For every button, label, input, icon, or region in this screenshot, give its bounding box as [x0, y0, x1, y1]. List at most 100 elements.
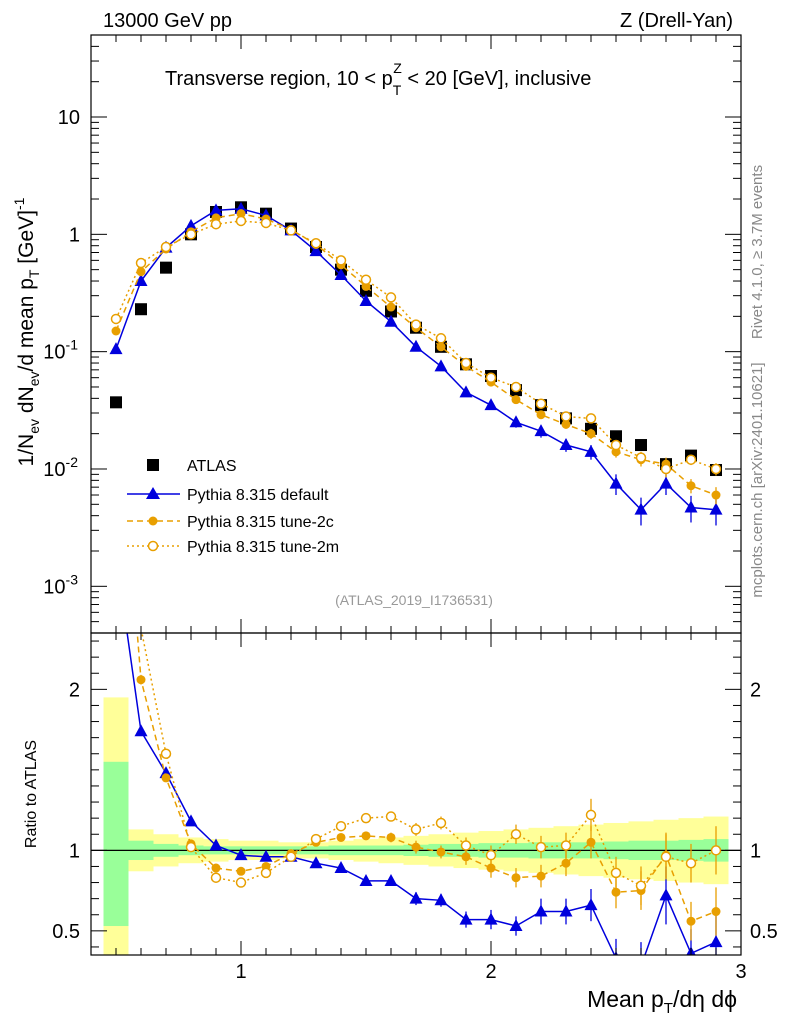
- ratio-point-pythia-8-315-default: [259, 849, 273, 862]
- ratio-point-pythia-8-315-tune-2c: [511, 873, 521, 883]
- data-point-pythia-8-315-tune-2m: [635, 452, 647, 463]
- data-point-pythia-8-315-tune-2m: [560, 411, 572, 422]
- ratio-point-pythia-8-315-default: [484, 912, 498, 925]
- data-point-pythia-8-315-tune-2c: [136, 267, 146, 277]
- data-point-pythia-8-315-tune-2c: [436, 342, 446, 352]
- legend-marker-atlas: [147, 459, 159, 471]
- data-point-pythia-8-315-tune-2m: [310, 237, 322, 249]
- data-point-pythia-8-315-default: [359, 294, 373, 307]
- ratio-point-pythia-8-315-tune-2m: [210, 872, 222, 883]
- data-point-pythia-8-315-tune-2m: [710, 463, 722, 475]
- ratio-point-pythia-8-315-tune-2m: [685, 857, 697, 869]
- rivet-version-label: Rivet 4.1.0, ≥ 3.7M events: [749, 165, 766, 339]
- data-point-pythia-8-315-tune-2m: [260, 217, 272, 229]
- data-point-pythia-8-315-default: [634, 502, 648, 515]
- y-tick-label-main: 10-1: [43, 337, 78, 364]
- ratio-point-pythia-8-315-default: [459, 912, 473, 925]
- y-tick-label-ratio: 2: [69, 679, 80, 701]
- legend-label-atlas: ATLAS: [187, 458, 237, 475]
- y-tick-label-main: 10: [58, 107, 80, 129]
- ratio-plot-content: [126, 633, 723, 955]
- ratio-point-pythia-8-315-tune-2c: [611, 887, 621, 897]
- ratio-point-pythia-8-315-default: [384, 873, 398, 886]
- header-left-label: 13000 GeV pp: [103, 10, 232, 32]
- ratio-point-pythia-8-315-tune-2c: [711, 907, 721, 917]
- ratio-point-pythia-8-315-tune-2m: [385, 811, 397, 822]
- ratio-point-pythia-8-315-tune-2m: [585, 809, 597, 821]
- legend: ATLAS Pythia 8.315 default Pythia 8.315 …: [127, 458, 339, 556]
- data-point-pythia-8-315-tune-2c: [711, 490, 721, 500]
- ratio-point-pythia-8-315-tune-2c: [486, 863, 496, 873]
- series-pythia-8-315-default: [109, 201, 723, 526]
- ratio-point-pythia-8-315-default: [334, 861, 348, 874]
- data-point-pythia-8-315-default: [134, 274, 148, 287]
- legend-entry-default: Pythia 8.315 default: [127, 487, 329, 504]
- data-point-pythia-8-315-tune-2c: [111, 326, 121, 336]
- ratio-point-pythia-8-315-default: [559, 904, 573, 917]
- ratio-point-pythia-8-315-tune-2c: [136, 675, 146, 685]
- data-point-pythia-8-315-tune-2m: [660, 463, 672, 475]
- header-right-label: Z (Drell-Yan): [620, 10, 733, 32]
- data-point-pythia-8-315-default: [409, 339, 423, 352]
- data-point-pythia-8-315-tune-2m: [410, 319, 422, 330]
- data-point-pythia-8-315-tune-2c: [536, 410, 546, 420]
- ratio-point-pythia-8-315-tune-2m: [185, 841, 197, 853]
- data-point-pythia-8-315-tune-2m: [335, 255, 347, 266]
- data-point-pythia-8-315-tune-2m: [235, 215, 247, 227]
- data-point-atlas: [635, 439, 647, 452]
- ratio-point-pythia-8-315-tune-2m: [160, 748, 172, 759]
- data-point-atlas: [160, 261, 172, 274]
- ratio-point-pythia-8-315-tune-2m: [510, 829, 522, 840]
- ratio-point-pythia-8-315-default: [309, 856, 323, 869]
- data-point-pythia-8-315-default: [184, 218, 198, 231]
- ratio-point-pythia-8-315-tune-2m: [285, 851, 297, 863]
- ratio-point-pythia-8-315-tune-2c: [411, 842, 421, 852]
- ratio-series-pythia-8-315-tune-2m: [138, 633, 722, 906]
- data-point-pythia-8-315-default: [609, 476, 623, 489]
- ratio-point-pythia-8-315-tune-2m: [235, 877, 247, 888]
- x-axis-label: Mean pT/dη dϕ: [587, 986, 737, 1017]
- ratio-point-pythia-8-315-tune-2c: [461, 852, 471, 862]
- data-point-atlas: [610, 430, 622, 443]
- ratio-point-pythia-8-315-default: [409, 891, 423, 904]
- ratio-point-pythia-8-315-tune-2m: [310, 833, 322, 845]
- y-tick-label-ratio-right: 0.5: [750, 921, 778, 943]
- data-point-pythia-8-315-tune-2c: [511, 395, 521, 405]
- data-point-pythia-8-315-tune-2m: [485, 372, 497, 383]
- panel-title: Transverse region, 10 < pTZ < 20 [GeV], …: [165, 60, 591, 98]
- main-plot-content: [109, 201, 723, 526]
- legend-entry-atlas: ATLAS: [147, 458, 237, 475]
- x-tick-label: 1: [235, 961, 246, 983]
- legend-label-default: Pythia 8.315 default: [187, 487, 329, 504]
- data-point-pythia-8-315-tune-2c: [586, 429, 596, 439]
- data-point-pythia-8-315-default: [484, 398, 498, 411]
- stat-band-segment: [103, 761, 129, 927]
- data-point-pythia-8-315-tune-2c: [686, 481, 696, 491]
- ratio-point-pythia-8-315-tune-2c: [211, 863, 221, 873]
- ratio-point-pythia-8-315-tune-2m: [485, 849, 497, 861]
- data-point-pythia-8-315-tune-2m: [535, 398, 547, 409]
- y-tick-label-ratio: 0.5: [52, 921, 80, 943]
- mcplots-label: mcplots.cern.ch [arXiv:2401.10621]: [749, 362, 766, 597]
- ratio-point-pythia-8-315-tune-2c: [436, 847, 446, 857]
- legend-label-tune-2c: Pythia 8.315 tune-2c: [187, 514, 334, 531]
- ratio-point-pythia-8-315-tune-2m: [460, 840, 472, 851]
- data-point-pythia-8-315-default: [584, 444, 598, 457]
- main-panel-frame: [90, 34, 742, 634]
- data-point-pythia-8-315-default: [559, 438, 573, 451]
- legend-label-tune-2m: Pythia 8.315 tune-2m: [187, 539, 339, 556]
- data-point-pythia-8-315-tune-2m: [460, 357, 472, 369]
- y-tick-label-main: 10-3: [43, 571, 78, 598]
- ratio-point-pythia-8-315-tune-2m: [260, 867, 272, 879]
- data-point-pythia-8-315-tune-2c: [236, 209, 246, 219]
- data-point-pythia-8-315-tune-2m: [435, 333, 447, 344]
- data-point-atlas: [110, 396, 122, 409]
- ratio-point-pythia-8-315-default: [709, 935, 723, 948]
- ratio-point-pythia-8-315-default: [509, 919, 523, 932]
- data-point-pythia-8-315-tune-2m: [160, 241, 172, 253]
- data-point-pythia-8-315-tune-2m: [585, 413, 597, 424]
- y-axis-label-ratio: Ratio to ATLAS: [23, 740, 40, 848]
- x-tick-label: 2: [485, 961, 496, 983]
- data-point-pythia-8-315-tune-2c: [386, 302, 396, 312]
